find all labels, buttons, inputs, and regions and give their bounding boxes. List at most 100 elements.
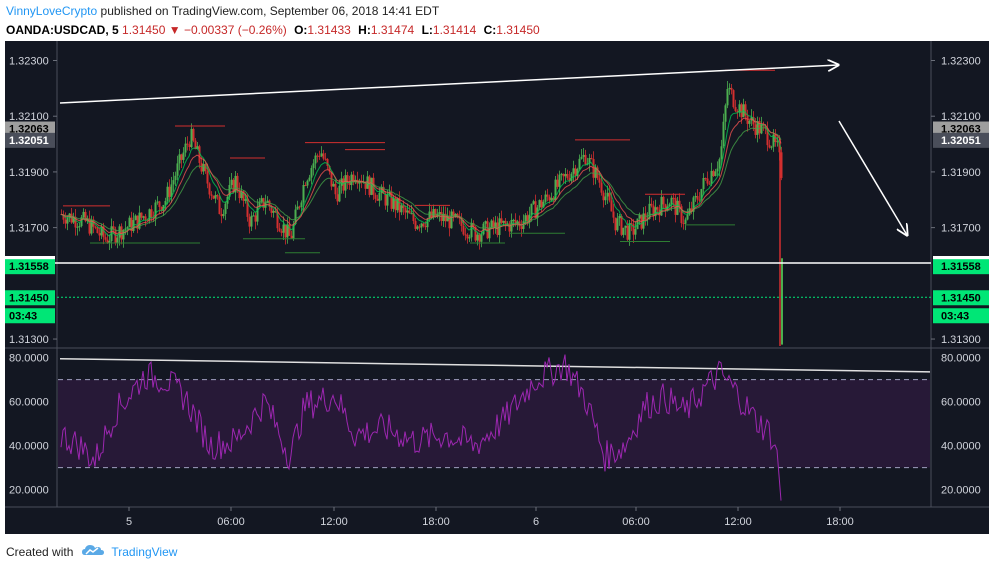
candle-up: [570, 173, 573, 181]
price-marker-label: 1.32051: [941, 135, 981, 147]
footer: Created with TradingView: [6, 543, 177, 560]
candle-up: [542, 201, 545, 208]
candle-down: [674, 198, 677, 215]
candle-up: [178, 154, 181, 164]
candle-up: [446, 215, 449, 222]
candle-down: [556, 179, 559, 187]
candle-down: [158, 201, 161, 207]
time-axis-label: 12:00: [724, 516, 752, 528]
symbol-label[interactable]: OANDA:USDCAD, 5: [6, 23, 119, 37]
candle-up: [108, 241, 111, 243]
tradingview-link[interactable]: TradingView: [111, 544, 178, 559]
candle-up: [310, 168, 313, 178]
candle-down: [390, 192, 393, 209]
candle-down: [704, 178, 707, 180]
high-value: 1.31474: [370, 23, 415, 37]
price-marker-label: 03:43: [941, 310, 969, 322]
candle-down: [746, 115, 749, 124]
candle-up: [710, 170, 713, 184]
candle-up: [118, 226, 121, 238]
candle-up: [638, 214, 641, 219]
candle-up: [532, 201, 535, 204]
moving-average-line: [60, 109, 782, 237]
candle-up: [214, 195, 217, 199]
candle-up: [636, 218, 639, 230]
candle-up: [550, 197, 553, 201]
candle-down: [584, 154, 587, 165]
change-down-arrow-icon: ▼: [168, 23, 181, 37]
candle-down: [336, 194, 339, 202]
candle-up: [484, 221, 487, 224]
candle-down: [418, 226, 421, 228]
candle-down: [84, 211, 87, 222]
candle-up: [196, 146, 199, 150]
moving-average-line: [60, 127, 782, 232]
candle-up: [760, 124, 763, 134]
candle-down: [766, 128, 769, 146]
candle-up: [722, 121, 725, 147]
candle-down: [566, 173, 569, 179]
chart-canvas[interactable]: 1.32300 1.32300 1.32100 1.32100 1.31900 1.319…: [5, 41, 989, 534]
low-label: L:: [421, 23, 433, 37]
price-marker-box: [5, 132, 55, 148]
candle-up: [66, 217, 69, 224]
price-tick-label-right: 1.31300: [941, 334, 981, 346]
candle-up: [406, 210, 409, 213]
candle-down: [220, 214, 223, 217]
candle-up: [370, 177, 373, 195]
candle-down: [232, 179, 235, 193]
candle-up: [622, 227, 625, 235]
candle-down: [492, 220, 495, 228]
candle-up: [350, 174, 353, 186]
candle-down: [290, 235, 293, 239]
time-axis-label: 06:00: [622, 516, 650, 528]
candle-down: [88, 218, 91, 234]
candle-down: [424, 226, 427, 228]
author-link[interactable]: VinnyLoveCrypto: [6, 4, 98, 18]
candle-down: [352, 174, 355, 183]
candle-down: [592, 158, 595, 178]
candle-down: [274, 210, 277, 213]
candle-down: [238, 190, 241, 199]
price-marker-box: [5, 121, 55, 137]
open-value: 1.31433: [307, 23, 351, 37]
candle-down: [448, 215, 451, 229]
candle-up: [516, 221, 519, 224]
candle-up: [606, 192, 609, 197]
candle-up: [410, 213, 413, 215]
candle-up: [294, 209, 297, 224]
candle-up: [728, 87, 731, 89]
candle-up: [240, 191, 243, 199]
candle-down: [316, 155, 319, 157]
candle-down: [198, 146, 201, 163]
candle-up: [634, 229, 637, 235]
candle-up: [450, 211, 453, 229]
candle-up: [266, 200, 269, 203]
candle-up: [222, 213, 225, 217]
candle-up: [296, 206, 299, 210]
candle-up: [616, 218, 619, 231]
rsi-tick-label-right: 80.0000: [941, 353, 981, 365]
candle-up: [100, 226, 103, 236]
candle-down: [334, 183, 337, 195]
candle-down: [664, 204, 667, 211]
candle-down: [96, 227, 99, 234]
candle-up: [726, 88, 729, 106]
candle-up: [454, 213, 457, 216]
candle-up: [250, 215, 253, 227]
candle-down: [180, 154, 183, 160]
candle-up: [332, 183, 335, 187]
candle-down: [278, 228, 281, 232]
candle-down: [62, 214, 65, 220]
candle-down: [268, 200, 271, 207]
candle-up: [82, 211, 85, 218]
candle-up: [578, 158, 581, 169]
price-tick-label-left: 1.32300: [9, 55, 49, 67]
candle-up: [72, 216, 75, 223]
candle-up: [670, 197, 673, 205]
candle-down: [548, 196, 551, 201]
candle-up: [148, 209, 151, 221]
candle-down: [462, 225, 465, 235]
high-label: H:: [358, 23, 371, 37]
price-marker-label: 1.31450: [9, 292, 49, 304]
